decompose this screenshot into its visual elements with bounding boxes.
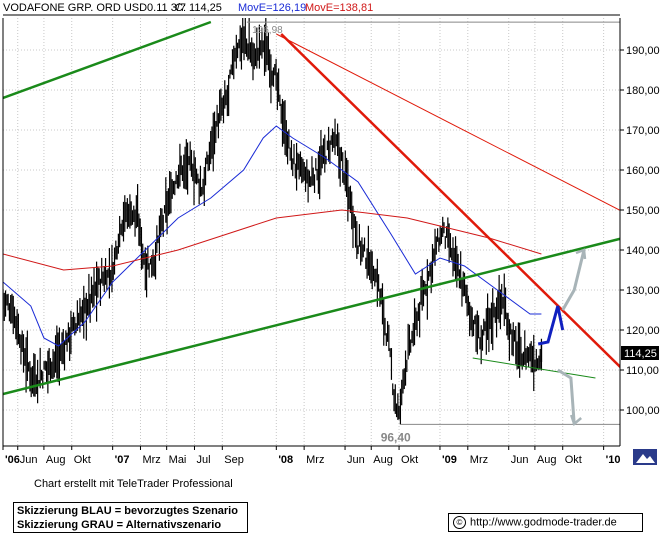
x-tick-label: Sep: [224, 454, 244, 466]
x-tick-label: Okt: [74, 454, 91, 466]
x-tick-label: '06: [5, 454, 20, 466]
moving-average-line: [3, 209, 542, 271]
trend-line: [280, 33, 620, 369]
scenario-grey-down-path: [557, 368, 576, 425]
scenario-blue-path: [537, 305, 565, 346]
y-tick-label: 100,00: [626, 405, 660, 417]
last-price-label: 114,25: [624, 348, 657, 360]
scenario-grey-up-arrowhead: [575, 248, 587, 260]
mountain-icon-glyph: [636, 454, 655, 463]
plot-layer: [3, 18, 620, 427]
scenario-legend: Skizzierung BLAU = bevorzugtes Szenario …: [13, 502, 248, 533]
scenario-grey-down-arrowhead: [569, 414, 582, 427]
x-tick-label: Okt: [401, 454, 418, 466]
y-tick-label: 110,00: [626, 365, 659, 377]
ma1-legend: MovE=126,19: [238, 2, 306, 14]
x-tick-label: Jun: [511, 454, 529, 466]
x-tick-label: '08: [278, 454, 293, 466]
last-price-tag: [621, 346, 659, 360]
copyright-icon: ©: [453, 516, 466, 529]
trend-line: [3, 20, 212, 100]
y-tick-label: 160,00: [626, 165, 660, 177]
scenario-grey-up-path: [561, 249, 586, 311]
low-label: 96,40: [381, 430, 411, 444]
axes: 196,98 96,40 100,00 110,00 120,00 130,00 140,0…: [2, 14, 660, 466]
x-tick-label: Jun: [20, 454, 38, 466]
grid: [2, 18, 620, 446]
y-tick-label: 170,00: [626, 125, 660, 137]
y-tick-label: 190,00: [626, 45, 660, 57]
credit-text: Chart erstellt mit TeleTrader Profession…: [34, 478, 233, 490]
ma2-legend: MovE=138,81: [305, 2, 373, 14]
x-tick-label: Okt: [565, 454, 582, 466]
moving-average-line: [3, 125, 542, 347]
x-tick-label: Aug: [373, 454, 393, 466]
trend-line: [3, 237, 620, 396]
legend-grey: Skizzierung GRAU = Alternativszenario: [17, 519, 222, 531]
plot-area: [3, 18, 620, 446]
website-link[interactable]: © http://www.godmode-trader.de: [448, 513, 643, 532]
x-tick-label: Mrz: [306, 454, 324, 466]
x-tick-label: Mrz: [470, 454, 488, 466]
website-url[interactable]: http://www.godmode-trader.de: [470, 516, 617, 529]
y-tick-label: 150,00: [626, 205, 660, 217]
x-tick-label: Mrz: [142, 454, 160, 466]
y-tick-label: 140,00: [626, 245, 660, 257]
x-tick-label: Aug: [46, 454, 66, 466]
x-tick-label: Jul: [196, 454, 210, 466]
trend-line: [276, 33, 620, 211]
chart-title: VODAFONE GRP. ORD USD0.11 3/7: [3, 2, 186, 14]
mountain-icon[interactable]: [633, 449, 657, 465]
trend-line: [472, 357, 596, 379]
y-tick-label: 130,00: [626, 285, 660, 297]
y-tick-label: 180,00: [626, 85, 660, 97]
x-tick-label: Aug: [537, 454, 557, 466]
x-tick-label: Jun: [347, 454, 365, 466]
high-label: 196,98: [252, 25, 283, 36]
x-tick-label: '09: [442, 454, 457, 466]
y-tick-label: 120,00: [626, 325, 660, 337]
legend-blue: Skizzierung BLAU = bevorzugtes Szenario: [17, 505, 238, 517]
x-tick-label: Mai: [169, 454, 187, 466]
x-tick-label: '10: [606, 454, 621, 466]
close-value: C: 114,25: [175, 2, 222, 14]
x-tick-label: '07: [115, 454, 130, 466]
